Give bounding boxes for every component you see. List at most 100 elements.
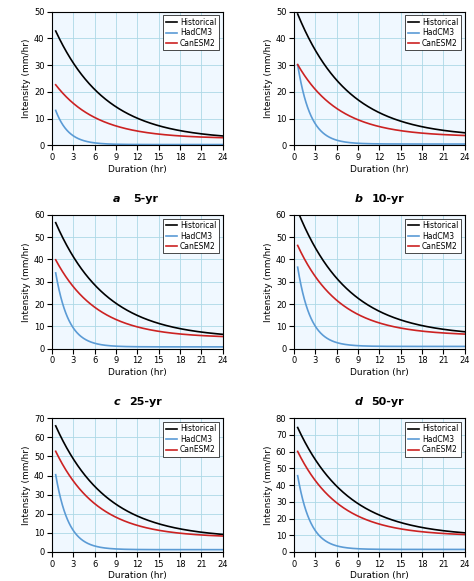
- CanESM2: [152, 327, 158, 334]
- Historical: [132, 114, 138, 121]
- Historical: [375, 307, 381, 314]
- Historical: [462, 328, 467, 335]
- HadCM3: [462, 343, 467, 350]
- CanESM2: [432, 529, 438, 536]
- CanESM2: [220, 533, 226, 540]
- HadCM3: [394, 343, 400, 350]
- Legend: Historical, HadCM3, CanESM2: Historical, HadCM3, CanESM2: [163, 422, 219, 457]
- Historical: [375, 109, 381, 116]
- Line: HadCM3: HadCM3: [298, 267, 465, 346]
- CanESM2: [133, 522, 139, 529]
- Historical: [432, 125, 438, 132]
- CanESM2: [375, 319, 381, 326]
- CanESM2: [385, 523, 391, 530]
- Legend: Historical, HadCM3, CanESM2: Historical, HadCM3, CanESM2: [163, 16, 219, 50]
- Historical: [152, 319, 158, 326]
- Text: 25-yr: 25-yr: [129, 397, 162, 407]
- Text: a: a: [113, 193, 121, 203]
- HadCM3: [458, 546, 464, 553]
- CanESM2: [133, 323, 139, 330]
- Historical: [53, 422, 58, 429]
- X-axis label: Duration (hr): Duration (hr): [350, 368, 409, 377]
- Line: Historical: Historical: [55, 223, 223, 334]
- CanESM2: [394, 324, 400, 331]
- HadCM3: [295, 472, 301, 479]
- HadCM3: [216, 546, 221, 553]
- HadCM3: [190, 343, 195, 350]
- Historical: [133, 512, 139, 519]
- CanESM2: [190, 133, 195, 140]
- Text: 10-yr: 10-yr: [372, 193, 404, 203]
- HadCM3: [375, 343, 381, 350]
- Legend: Historical, HadCM3, CanESM2: Historical, HadCM3, CanESM2: [405, 16, 461, 50]
- CanESM2: [190, 332, 195, 339]
- CanESM2: [216, 134, 221, 141]
- Line: Historical: Historical: [298, 211, 465, 332]
- CanESM2: [143, 325, 149, 332]
- HadCM3: [295, 62, 301, 69]
- HadCM3: [216, 343, 221, 350]
- Historical: [374, 307, 380, 314]
- HadCM3: [432, 141, 438, 148]
- HadCM3: [432, 546, 438, 553]
- CanESM2: [374, 319, 380, 326]
- Historical: [190, 129, 195, 136]
- HadCM3: [458, 141, 464, 148]
- HadCM3: [133, 546, 139, 553]
- CanESM2: [462, 331, 467, 338]
- Historical: [220, 331, 226, 338]
- Historical: [152, 519, 158, 526]
- Line: Historical: Historical: [298, 14, 465, 132]
- CanESM2: [190, 531, 195, 538]
- HadCM3: [385, 343, 391, 350]
- HadCM3: [220, 546, 226, 553]
- HadCM3: [190, 141, 195, 148]
- Historical: [132, 311, 138, 318]
- CanESM2: [143, 524, 149, 531]
- CanESM2: [462, 531, 467, 538]
- CanESM2: [152, 526, 158, 533]
- CanESM2: [53, 81, 58, 88]
- CanESM2: [132, 521, 138, 528]
- HadCM3: [152, 141, 158, 148]
- HadCM3: [133, 343, 139, 350]
- HadCM3: [132, 546, 138, 553]
- Line: HadCM3: HadCM3: [55, 110, 223, 145]
- CanESM2: [132, 323, 138, 330]
- HadCM3: [374, 343, 380, 350]
- Historical: [394, 518, 400, 525]
- CanESM2: [374, 123, 380, 130]
- CanESM2: [216, 532, 221, 539]
- HadCM3: [385, 141, 391, 148]
- Line: CanESM2: CanESM2: [298, 64, 465, 135]
- HadCM3: [385, 546, 391, 553]
- HadCM3: [374, 141, 380, 148]
- Historical: [375, 511, 381, 518]
- X-axis label: Duration (hr): Duration (hr): [108, 368, 167, 377]
- CanESM2: [375, 123, 381, 130]
- X-axis label: Duration (hr): Duration (hr): [350, 571, 409, 580]
- Historical: [190, 528, 195, 535]
- CanESM2: [432, 329, 438, 336]
- Y-axis label: Intensity (mm/hr): Intensity (mm/hr): [264, 242, 273, 321]
- Historical: [385, 312, 391, 319]
- HadCM3: [394, 546, 400, 553]
- Historical: [458, 328, 464, 335]
- Historical: [220, 132, 226, 139]
- Legend: Historical, HadCM3, CanESM2: Historical, HadCM3, CanESM2: [163, 218, 219, 253]
- HadCM3: [216, 141, 221, 148]
- HadCM3: [190, 546, 195, 553]
- Y-axis label: Intensity (mm/hr): Intensity (mm/hr): [22, 445, 31, 525]
- CanESM2: [462, 132, 467, 139]
- CanESM2: [220, 134, 226, 141]
- Line: CanESM2: CanESM2: [55, 260, 223, 336]
- HadCM3: [132, 343, 138, 350]
- HadCM3: [220, 141, 226, 148]
- HadCM3: [143, 343, 149, 350]
- Y-axis label: Intensity (mm/hr): Intensity (mm/hr): [22, 242, 31, 321]
- Line: Historical: Historical: [55, 426, 223, 535]
- Historical: [220, 531, 226, 538]
- CanESM2: [220, 333, 226, 340]
- Historical: [216, 132, 221, 139]
- CanESM2: [458, 331, 464, 338]
